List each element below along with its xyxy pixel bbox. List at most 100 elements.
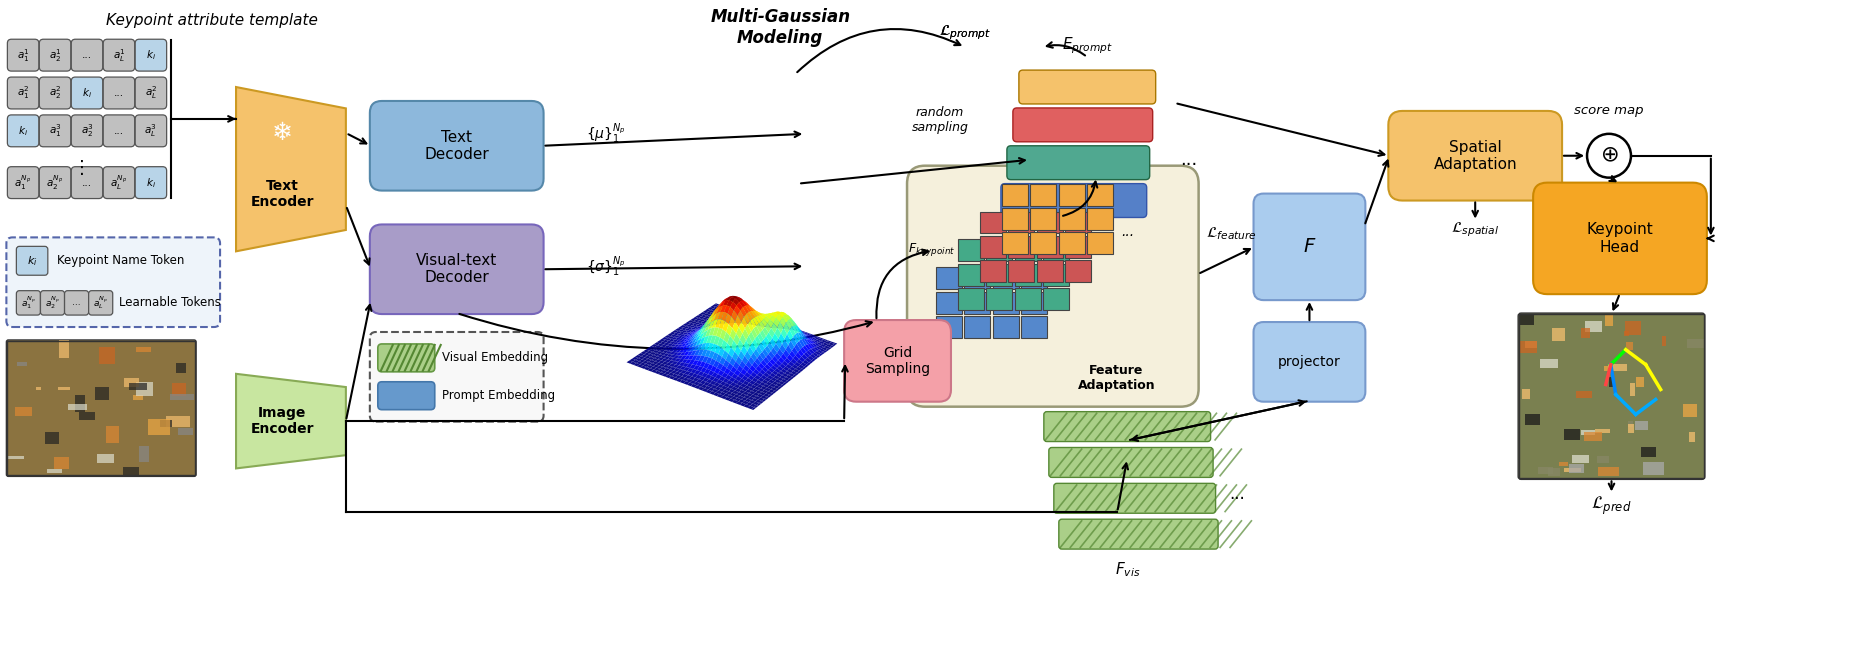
Text: $a_2^{N_p}$: $a_2^{N_p}$	[47, 173, 64, 192]
FancyBboxPatch shape	[135, 115, 167, 147]
FancyBboxPatch shape	[1042, 264, 1069, 286]
Text: $\mathcal{L}_{feature}$: $\mathcal{L}_{feature}$	[1206, 225, 1256, 242]
Bar	[11, 428, 21, 435]
FancyBboxPatch shape	[1059, 519, 1219, 549]
Bar	[1609, 364, 1628, 371]
FancyBboxPatch shape	[17, 291, 41, 315]
FancyBboxPatch shape	[1065, 212, 1091, 233]
FancyBboxPatch shape	[1054, 483, 1215, 513]
FancyBboxPatch shape	[986, 264, 1012, 286]
Bar	[1624, 330, 1629, 336]
FancyBboxPatch shape	[1037, 212, 1063, 233]
FancyBboxPatch shape	[1014, 288, 1041, 310]
FancyBboxPatch shape	[964, 292, 990, 313]
FancyBboxPatch shape	[1001, 233, 1028, 254]
FancyBboxPatch shape	[1059, 184, 1086, 206]
Text: Prompt Embedding: Prompt Embedding	[442, 389, 555, 403]
FancyBboxPatch shape	[64, 291, 88, 315]
Bar	[1642, 462, 1665, 475]
Text: ...: ...	[1121, 225, 1134, 239]
Bar	[81, 379, 90, 387]
Bar	[1628, 424, 1635, 433]
Bar	[1689, 432, 1695, 442]
FancyBboxPatch shape	[6, 340, 197, 477]
FancyBboxPatch shape	[17, 247, 49, 275]
Bar	[68, 442, 77, 447]
Text: $a_2^2$: $a_2^2$	[49, 85, 62, 101]
Text: $\mathcal{L}_{prompt}$: $\mathcal{L}_{prompt}$	[939, 23, 992, 42]
FancyBboxPatch shape	[1014, 239, 1041, 261]
Text: Keypoint Name Token: Keypoint Name Token	[56, 254, 184, 267]
Bar	[1684, 404, 1697, 417]
FancyBboxPatch shape	[1088, 208, 1114, 230]
FancyBboxPatch shape	[135, 39, 167, 71]
Bar	[1539, 359, 1558, 368]
FancyBboxPatch shape	[1534, 182, 1706, 294]
FancyBboxPatch shape	[964, 267, 990, 289]
Text: $a_1^2$: $a_1^2$	[17, 85, 30, 101]
Text: $\oplus$: $\oplus$	[1599, 145, 1618, 166]
Bar	[64, 448, 69, 456]
Text: ...: ...	[1230, 485, 1245, 503]
Bar	[161, 446, 182, 453]
Text: $k_i$: $k_i$	[26, 254, 38, 268]
Polygon shape	[236, 374, 345, 469]
FancyBboxPatch shape	[71, 167, 103, 198]
Text: $\mathcal{L}_{spatial}$: $\mathcal{L}_{spatial}$	[1451, 220, 1500, 239]
Circle shape	[1586, 134, 1631, 178]
Text: projector: projector	[1279, 355, 1341, 369]
Bar	[120, 442, 131, 453]
Text: $\mathcal{L}_{pred}$: $\mathcal{L}_{pred}$	[1592, 495, 1631, 518]
FancyBboxPatch shape	[8, 167, 39, 198]
FancyBboxPatch shape	[981, 236, 1005, 258]
Bar	[1584, 321, 1601, 332]
Bar	[1603, 366, 1612, 371]
Text: $F_{keypoint}$: $F_{keypoint}$	[908, 241, 956, 258]
FancyBboxPatch shape	[1065, 236, 1091, 258]
FancyBboxPatch shape	[369, 101, 544, 190]
Bar	[82, 352, 92, 368]
Bar	[1628, 420, 1633, 427]
FancyBboxPatch shape	[1013, 108, 1153, 142]
FancyBboxPatch shape	[981, 260, 1005, 282]
FancyBboxPatch shape	[958, 264, 984, 286]
FancyBboxPatch shape	[1022, 267, 1048, 289]
FancyBboxPatch shape	[1044, 412, 1211, 442]
Bar	[1524, 340, 1538, 348]
Bar	[1629, 383, 1635, 396]
Bar	[1519, 314, 1704, 479]
Bar	[142, 366, 150, 373]
Bar	[38, 448, 49, 463]
Bar	[1538, 467, 1552, 473]
FancyBboxPatch shape	[1031, 233, 1056, 254]
FancyBboxPatch shape	[1254, 322, 1365, 402]
Text: ...: ...	[82, 50, 92, 60]
Bar	[1626, 321, 1641, 335]
FancyBboxPatch shape	[994, 316, 1018, 338]
FancyBboxPatch shape	[994, 267, 1018, 289]
FancyBboxPatch shape	[88, 291, 112, 315]
Text: $a_1^{N_p}$: $a_1^{N_p}$	[21, 294, 36, 311]
Bar	[126, 361, 146, 373]
FancyBboxPatch shape	[986, 288, 1012, 310]
Bar	[60, 408, 84, 421]
Text: $a_L^3$: $a_L^3$	[144, 122, 158, 139]
Text: random
sampling: random sampling	[911, 106, 968, 134]
Bar	[1635, 421, 1648, 430]
Bar	[1521, 341, 1537, 352]
Text: $a_2^3$: $a_2^3$	[81, 122, 94, 139]
FancyBboxPatch shape	[71, 115, 103, 147]
FancyBboxPatch shape	[369, 332, 544, 422]
Text: $a_L^1$: $a_L^1$	[112, 47, 126, 63]
FancyBboxPatch shape	[1009, 236, 1035, 258]
FancyBboxPatch shape	[71, 39, 103, 71]
Text: $a_1^1$: $a_1^1$	[17, 47, 30, 63]
Bar	[122, 448, 129, 465]
Bar	[1594, 429, 1609, 434]
FancyBboxPatch shape	[1042, 288, 1069, 310]
FancyBboxPatch shape	[1088, 233, 1114, 254]
Text: ...: ...	[73, 298, 81, 307]
Bar	[1598, 456, 1609, 463]
FancyBboxPatch shape	[981, 212, 1005, 233]
FancyBboxPatch shape	[986, 239, 1012, 261]
